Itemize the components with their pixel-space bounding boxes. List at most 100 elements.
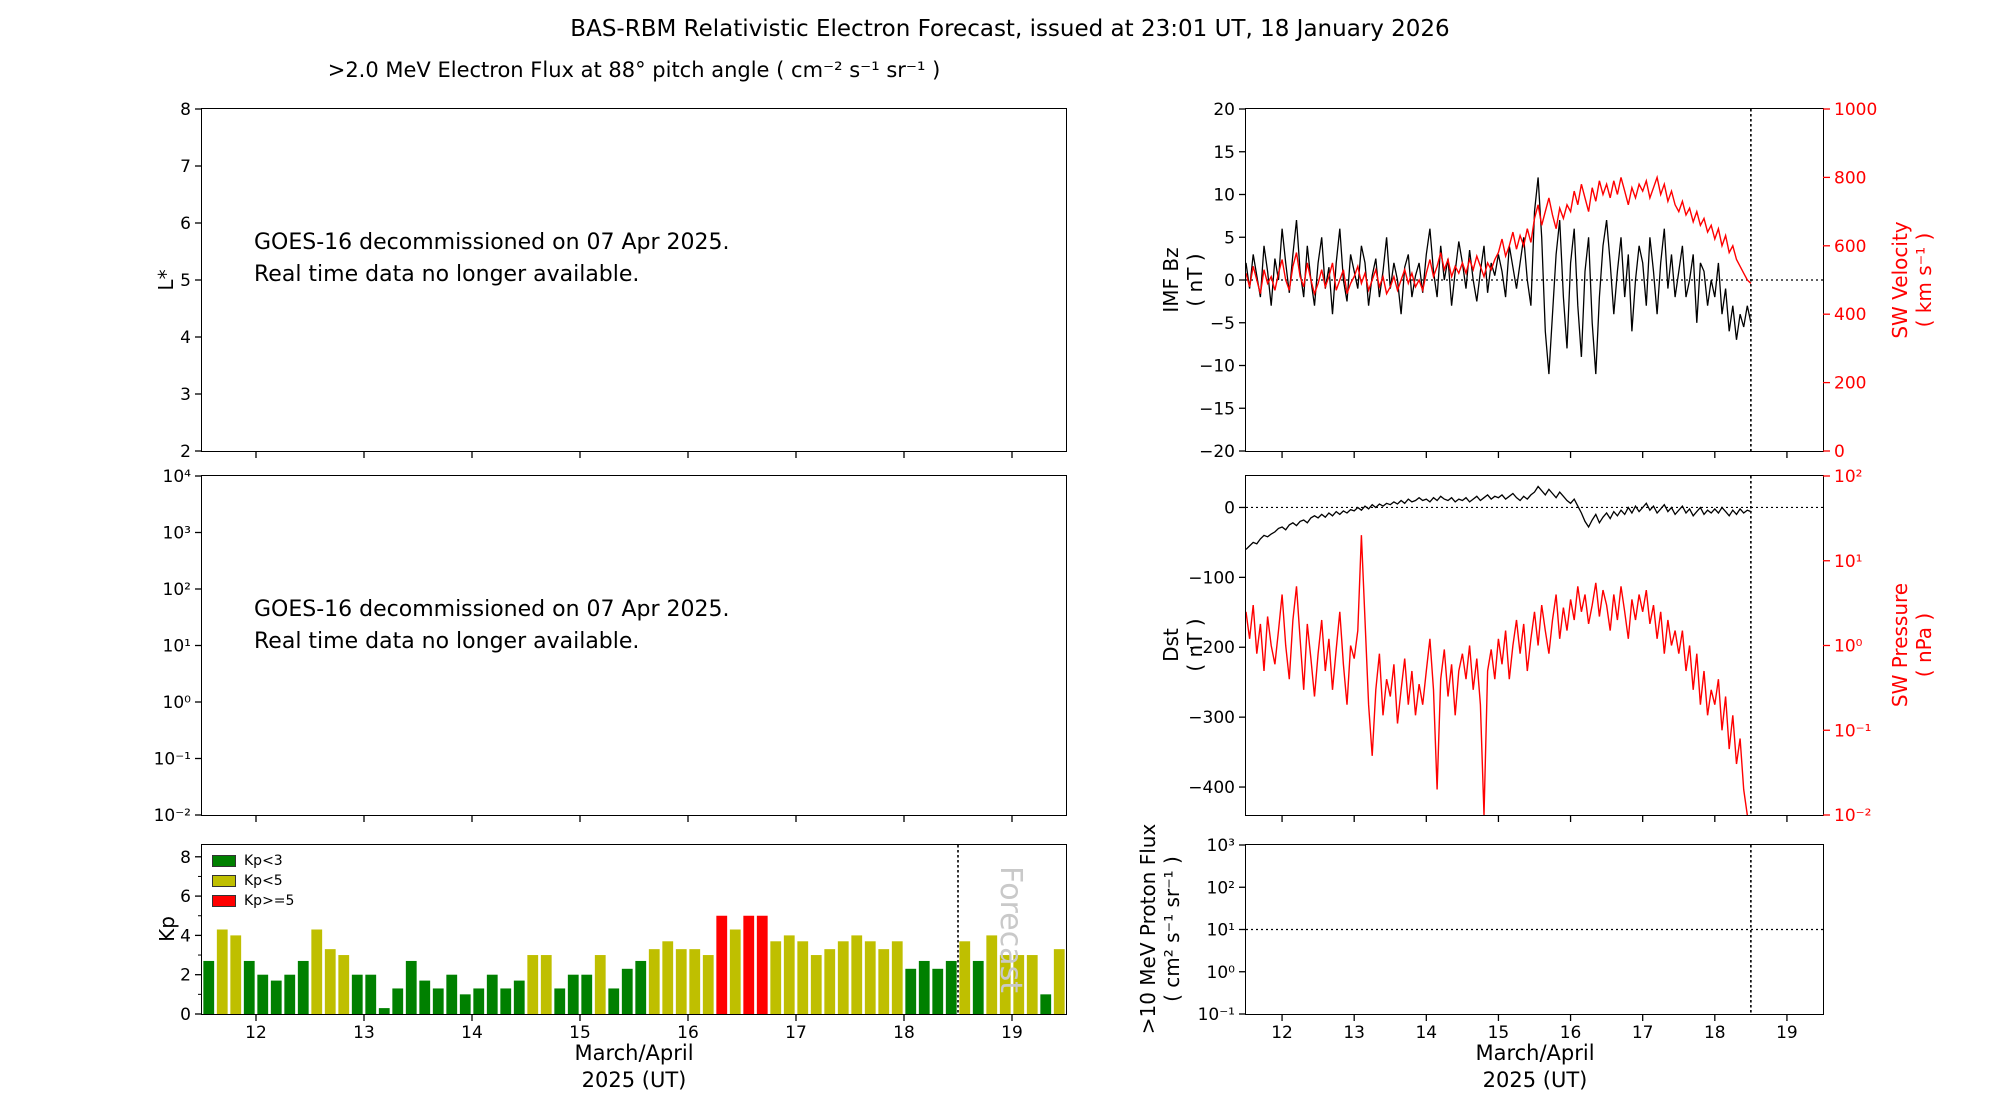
svg-text:Forecast: Forecast xyxy=(993,866,1028,993)
x-axis-label-right-line2: 2025 (UT) xyxy=(1482,1068,1588,1093)
sw-velocity-axis-label-line2: ( km s⁻¹ ) xyxy=(1912,232,1936,328)
svg-text:15: 15 xyxy=(1488,1023,1510,1043)
svg-text:18: 18 xyxy=(893,1023,915,1043)
svg-text:6: 6 xyxy=(180,887,191,907)
figure-title: BAS-RBM Relativistic Electron Forecast, … xyxy=(570,16,1450,42)
proton-flux-plot: 12 13 14 15 16 17 18 19 10⁻¹ 10⁰ 10¹ 10² 10³ xyxy=(1198,836,1823,1043)
l-star-axis-label: L* xyxy=(154,269,178,291)
imf-sw-velocity-panel: −20 −15 −10 −5 0 5 10 15 20 0 200 400 600 800 1000 xyxy=(1199,100,1877,462)
dst-sw-pressure-panel: 0 −100 −200 −300 −400 10⁻² 10⁻¹ 10⁰ 10¹ 10² xyxy=(1188,467,1871,826)
sw-pressure-axis-label-line1: SW Pressure xyxy=(1888,582,1912,708)
x-axis-label-right-line1: March/April xyxy=(1475,1041,1595,1065)
svg-text:14: 14 xyxy=(461,1023,483,1043)
kp-high-swatch xyxy=(212,895,236,907)
electron-flux-log-panel: 10⁻² 10⁻¹ 10⁰ 10¹ 10² 10³ 10⁴ GOES-16 decommis… xyxy=(154,467,1067,826)
svg-text:17: 17 xyxy=(785,1023,807,1043)
sw-velocity-axis-label-line1: SW Velocity xyxy=(1888,221,1912,339)
x-axis-label-left: March/April 2025 (UT) xyxy=(574,1040,693,1095)
svg-text:10²: 10² xyxy=(1207,878,1235,898)
kp-legend-item-mid: Kp<5 xyxy=(212,871,294,891)
svg-text:600: 600 xyxy=(1834,237,1866,257)
imf-bz-axis-label: IMF Bz ( nT ) xyxy=(1159,247,1207,312)
svg-text:10¹: 10¹ xyxy=(1834,552,1862,572)
proton-flux-axis-label-line2: ( cm² s⁻¹ sr⁻¹ ) xyxy=(1160,856,1184,1002)
dst-sw-pressure-plot: 0 −100 −200 −300 −400 10⁻² 10⁻¹ 10⁰ 10¹ 10² xyxy=(1188,467,1871,826)
svg-text:12: 12 xyxy=(245,1023,267,1043)
kp-bar-plot: 12 13 14 15 16 17 18 19 0 2 4 6 8 Forecast xyxy=(180,845,1065,1043)
svg-text:2: 2 xyxy=(180,442,191,462)
svg-text:−300: −300 xyxy=(1188,708,1235,728)
electron-flux-title: >2.0 MeV Electron Flux at 88° pitch angl… xyxy=(327,58,941,82)
svg-text:10³: 10³ xyxy=(1207,836,1235,856)
sw-velocity-axis-label: SW Velocity ( km s⁻¹ ) xyxy=(1888,221,1936,338)
imf-bz-axis-label-line1: IMF Bz xyxy=(1159,247,1183,313)
svg-text:14: 14 xyxy=(1415,1023,1437,1043)
svg-text:−400: −400 xyxy=(1188,778,1235,798)
svg-text:10⁰: 10⁰ xyxy=(1834,637,1863,657)
svg-text:12: 12 xyxy=(1271,1023,1293,1043)
decommission-note-line2: Real time data no longer available. xyxy=(254,261,640,287)
svg-text:18: 18 xyxy=(1704,1023,1726,1043)
svg-text:13: 13 xyxy=(1343,1023,1365,1043)
kp-legend: Kp<3 Kp<5 Kp>=5 xyxy=(212,851,294,911)
svg-text:10¹: 10¹ xyxy=(1207,921,1235,941)
dst-axis-label: Dst ( nT ) xyxy=(1159,618,1207,671)
decommission-note: GOES-16 decommissioned on 07 Apr 2025. R… xyxy=(254,594,730,658)
kp-low-label: Kp<3 xyxy=(244,853,283,869)
svg-text:0: 0 xyxy=(1224,498,1235,518)
dst-axis-label-line1: Dst xyxy=(1159,628,1183,662)
electron-flux-panel: 2 3 4 5 6 7 8 GOES-16 decommissioned on 07 Apr… xyxy=(180,100,1067,462)
svg-text:400: 400 xyxy=(1834,305,1866,325)
x-axis-label-left-line1: March/April xyxy=(574,1041,694,1065)
svg-text:5: 5 xyxy=(180,271,191,291)
svg-text:4: 4 xyxy=(180,328,191,348)
kp-mid-label: Kp<5 xyxy=(244,873,283,889)
svg-text:−20: −20 xyxy=(1199,442,1235,462)
svg-text:10⁻¹: 10⁻¹ xyxy=(1834,721,1871,741)
sw-pressure-axis-label: SW Pressure ( nPa ) xyxy=(1888,583,1936,707)
electron-flux-log-plot: 10⁻² 10⁻¹ 10⁰ 10¹ 10² 10³ 10⁴ xyxy=(154,467,1013,826)
svg-text:10⁻¹: 10⁻¹ xyxy=(1198,1005,1235,1025)
svg-text:10⁻²: 10⁻² xyxy=(1834,806,1871,826)
svg-text:1000: 1000 xyxy=(1834,100,1877,120)
kp-axis-label: Kp xyxy=(155,916,179,942)
svg-text:20: 20 xyxy=(1213,100,1235,120)
x-axis-label-left-line2: 2025 (UT) xyxy=(581,1068,687,1093)
svg-text:10⁰: 10⁰ xyxy=(1207,963,1236,983)
svg-text:10²: 10² xyxy=(163,580,191,600)
svg-text:10¹: 10¹ xyxy=(163,637,191,657)
imf-bz-axis-label-line2: ( nT ) xyxy=(1183,253,1207,307)
svg-text:200: 200 xyxy=(1834,374,1866,394)
x-axis-label-right: March/April 2025 (UT) xyxy=(1475,1040,1594,1095)
kp-index-panel: 12 13 14 15 16 17 18 19 0 2 4 6 8 Forecast Kp<3 Kp<5 … xyxy=(180,844,1067,1043)
svg-text:−15: −15 xyxy=(1199,399,1235,419)
decommission-note-line1: GOES-16 decommissioned on 07 Apr 2025. xyxy=(254,597,730,622)
decommission-note-line2: Real time data no longer available. xyxy=(254,628,640,654)
kp-low-swatch xyxy=(212,855,236,867)
svg-text:8: 8 xyxy=(180,848,191,868)
dst-axis-label-line2: ( nT ) xyxy=(1183,618,1207,672)
svg-text:10⁰: 10⁰ xyxy=(163,693,192,713)
electron-flux-plot: 2 3 4 5 6 7 8 xyxy=(180,100,1013,462)
svg-text:5: 5 xyxy=(1224,228,1235,248)
kp-legend-item-high: Kp>=5 xyxy=(212,891,294,911)
svg-text:10⁻²: 10⁻² xyxy=(154,806,191,826)
svg-text:16: 16 xyxy=(1560,1023,1582,1043)
svg-text:−5: −5 xyxy=(1210,314,1235,334)
svg-text:−100: −100 xyxy=(1188,568,1235,588)
sw-pressure-axis-label-line2: ( nPa ) xyxy=(1912,612,1936,678)
svg-text:16: 16 xyxy=(677,1023,699,1043)
svg-text:17: 17 xyxy=(1632,1023,1654,1043)
decommission-note: GOES-16 decommissioned on 07 Apr 2025. R… xyxy=(254,227,730,291)
svg-text:−10: −10 xyxy=(1199,357,1235,377)
svg-text:−200: −200 xyxy=(1188,638,1235,658)
svg-text:15: 15 xyxy=(1213,143,1235,163)
svg-text:2: 2 xyxy=(180,966,191,986)
svg-text:10: 10 xyxy=(1213,186,1235,206)
proton-flux-axis-label: >10 MeV Proton Flux ( cm² s⁻¹ sr⁻¹ ) xyxy=(1136,824,1184,1035)
svg-text:10⁴: 10⁴ xyxy=(163,467,192,487)
proton-flux-axis-label-line1: >10 MeV Proton Flux xyxy=(1136,823,1160,1035)
svg-text:10³: 10³ xyxy=(163,524,191,544)
